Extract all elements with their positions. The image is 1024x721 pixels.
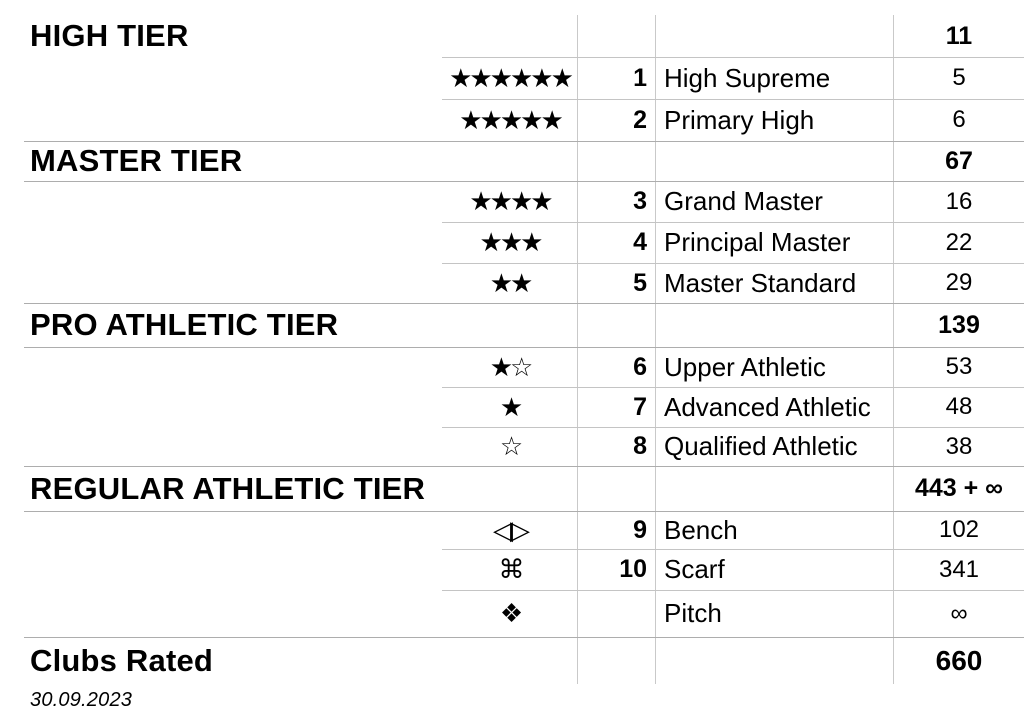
grid-vertical-line [655, 15, 656, 684]
rating-row: ★★★★ 3 Grand Master 16 [0, 181, 1024, 222]
star-halfstar-icon: ★☆ [489, 351, 534, 382]
rank-cell: 2 [633, 105, 647, 134]
grid-vertical-line [893, 15, 894, 684]
name-cell: Bench [664, 514, 738, 545]
name-cell: Grand Master [664, 186, 823, 216]
total-count: 660 [935, 644, 983, 676]
rating-row: ★ 7 Advanced Athletic 48 [0, 387, 1024, 427]
three-stars-icon: ★★★ [479, 227, 544, 257]
rating-row: ★★★★★★ 1 High Supreme 5 [0, 57, 1024, 99]
tier-count: 139 [938, 310, 980, 339]
tier-rating-table: HIGH TIER 11 ★★★★★★ 1 High Supreme 5 ★★★… [0, 15, 1024, 684]
name-cell: Principal Master [664, 227, 851, 257]
rank-cell: 8 [633, 432, 647, 460]
name-cell: Upper Athletic [664, 351, 826, 382]
rank-cell: 4 [633, 228, 647, 256]
tier-row-high: HIGH TIER 11 [0, 15, 1024, 57]
tier-row-pro-athletic: PRO ATHLETIC TIER 139 [0, 303, 1024, 347]
tier-label: MASTER TIER [30, 143, 243, 178]
name-cell: Pitch [664, 598, 722, 628]
rating-row: ◁▷ 9 Bench 102 [0, 511, 1024, 549]
count-cell: 48 [945, 393, 973, 420]
six-stars-icon: ★★★★★★ [449, 62, 574, 93]
rank-cell: 3 [633, 187, 647, 215]
tier-row-master: MASTER TIER 67 [0, 141, 1024, 181]
name-cell: Scarf [664, 554, 725, 584]
command-icon: ⌘ [498, 554, 525, 584]
two-stars-icon: ★★ [489, 267, 534, 298]
five-stars-icon: ★★★★★ [459, 104, 564, 135]
rank-cell: 9 [633, 515, 647, 544]
rank-cell: 6 [633, 352, 647, 381]
rating-row: ☆ 8 Qualified Athletic 38 [0, 427, 1024, 466]
rank-cell: 1 [633, 63, 647, 92]
outward-triangles-icon: ◁▷ [493, 514, 530, 545]
rating-row: ⌘ 10 Scarf 341 [0, 549, 1024, 590]
tier-label: HIGH TIER [30, 18, 189, 53]
count-cell: 5 [952, 64, 966, 91]
one-star-icon: ★ [499, 391, 523, 422]
count-cell: 53 [945, 353, 973, 380]
tier-count: 443 + ∞ [914, 474, 1004, 502]
tier-label: REGULAR ATHLETIC TIER [30, 470, 426, 506]
tier-count: 67 [945, 146, 973, 175]
name-cell: Advanced Athletic [664, 391, 871, 422]
count-cell: 29 [945, 269, 973, 296]
rating-row: ❖ Pitch ∞ [0, 590, 1024, 637]
tier-count: 11 [945, 21, 973, 50]
count-cell: 341 [938, 555, 980, 583]
name-cell: Master Standard [664, 267, 857, 298]
count-cell: 102 [938, 516, 980, 543]
count-cell: 6 [952, 106, 966, 133]
name-cell: Qualified Athletic [664, 431, 858, 461]
four-stars-icon: ★★★★ [469, 186, 553, 216]
rating-row: ★☆ 6 Upper Athletic 53 [0, 347, 1024, 387]
tier-row-regular-athletic: REGULAR ATHLETIC TIER 443 + ∞ [0, 466, 1024, 511]
total-label: Clubs Rated [30, 642, 214, 678]
grid-vertical-line [577, 15, 578, 684]
rank-cell: 7 [633, 392, 647, 421]
tier-label: PRO ATHLETIC TIER [30, 307, 339, 342]
count-cell: 38 [945, 432, 973, 460]
count-cell: ∞ [950, 599, 968, 627]
diamond-cluster-icon: ❖ [499, 598, 523, 628]
rating-row: ★★★★★ 2 Primary High 6 [0, 99, 1024, 141]
total-row: Clubs Rated 660 [0, 637, 1024, 684]
rank-cell: 10 [619, 555, 647, 583]
rank-cell: 5 [633, 268, 647, 297]
name-cell: High Supreme [664, 62, 831, 93]
rating-row: ★★★ 4 Principal Master 22 [0, 222, 1024, 263]
count-cell: 16 [945, 187, 973, 215]
rating-row: ★★ 5 Master Standard 29 [0, 263, 1024, 303]
date-label: 30.09.2023 [30, 689, 133, 711]
count-cell: 22 [945, 228, 973, 256]
outline-star-icon: ☆ [499, 431, 523, 461]
name-cell: Primary High [664, 104, 815, 135]
